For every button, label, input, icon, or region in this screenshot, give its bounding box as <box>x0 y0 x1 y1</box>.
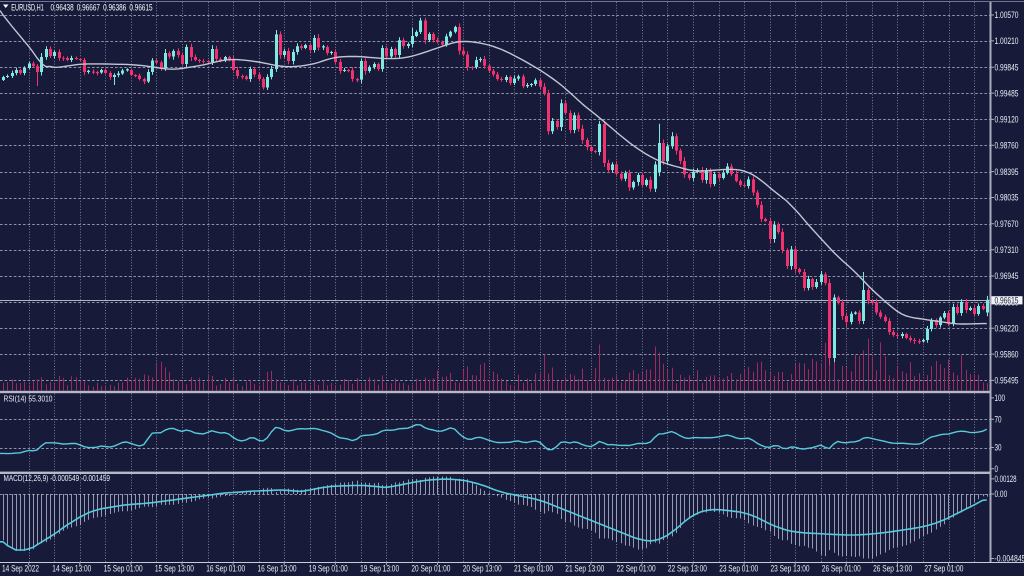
svg-text:0.95495: 0.95495 <box>995 376 1019 386</box>
svg-text:14 Sep 13:00: 14 Sep 13:00 <box>52 564 91 574</box>
svg-text:0.99485: 0.99485 <box>995 88 1019 98</box>
svg-text:26 Sep 13:00: 26 Sep 13:00 <box>873 564 912 574</box>
svg-text:0: 0 <box>995 464 999 474</box>
svg-text:22 Sep 01:00: 22 Sep 01:00 <box>617 564 656 574</box>
svg-text:RSI(14) 55.3010: RSI(14) 55.3010 <box>4 393 53 403</box>
svg-text:0.98760: 0.98760 <box>995 141 1019 151</box>
svg-text:0.98395: 0.98395 <box>995 167 1019 177</box>
svg-text:0.96220: 0.96220 <box>995 323 1019 333</box>
svg-text:0.99845: 0.99845 <box>995 62 1019 72</box>
svg-text:0.99120: 0.99120 <box>995 115 1019 125</box>
svg-text:30: 30 <box>995 443 1002 453</box>
svg-text:0.97310: 0.97310 <box>995 245 1019 255</box>
svg-text:21 Sep 13:00: 21 Sep 13:00 <box>565 564 604 574</box>
svg-text:23 Sep 01:00: 23 Sep 01:00 <box>719 564 758 574</box>
svg-text:-0.004845: -0.004845 <box>995 554 1024 564</box>
svg-text:0.98035: 0.98035 <box>995 193 1019 203</box>
svg-text:27 Sep 01:00: 27 Sep 01:00 <box>924 564 963 574</box>
svg-text:0.95860: 0.95860 <box>995 349 1019 359</box>
svg-text:15 Sep 01:00: 15 Sep 01:00 <box>104 564 143 574</box>
svg-text:22 Sep 13:00: 22 Sep 13:00 <box>668 564 707 574</box>
svg-text:20 Sep 13:00: 20 Sep 13:00 <box>463 564 502 574</box>
svg-text:0.00: 0.00 <box>995 489 1008 499</box>
svg-text:0.96438: 0.96438 <box>51 3 74 14</box>
svg-text:19 Sep 01:00: 19 Sep 01:00 <box>309 564 348 574</box>
svg-text:0.97670: 0.97670 <box>995 219 1019 229</box>
svg-text:26 Sep 01:00: 26 Sep 01:00 <box>822 564 861 574</box>
svg-text:0.96615: 0.96615 <box>995 295 1019 305</box>
svg-text:MACD(12,26,9) -0.000549 -0.001: MACD(12,26,9) -0.000549 -0.001459 <box>4 473 111 483</box>
svg-text:70: 70 <box>995 414 1002 424</box>
svg-text:0.00128: 0.00128 <box>995 474 1017 484</box>
svg-text:0.96945: 0.96945 <box>995 271 1019 281</box>
svg-text:20 Sep 01:00: 20 Sep 01:00 <box>411 564 450 574</box>
svg-text:21 Sep 01:00: 21 Sep 01:00 <box>514 564 553 574</box>
svg-text:1.00210: 1.00210 <box>995 36 1019 46</box>
svg-text:15 Sep 13:00: 15 Sep 13:00 <box>155 564 194 574</box>
svg-text:EURUSD,H1: EURUSD,H1 <box>11 3 44 14</box>
svg-text:1.00570: 1.00570 <box>995 10 1019 20</box>
svg-text:0.96615: 0.96615 <box>129 3 152 14</box>
svg-text:0.96667: 0.96667 <box>77 3 100 14</box>
svg-text:16 Sep 13:00: 16 Sep 13:00 <box>258 564 297 574</box>
svg-text:14 Sep 2022: 14 Sep 2022 <box>2 564 39 574</box>
svg-text:16 Sep 01:00: 16 Sep 01:00 <box>206 564 245 574</box>
svg-text:100: 100 <box>995 393 1006 403</box>
svg-text:0.96386: 0.96386 <box>103 3 126 14</box>
svg-text:19 Sep 13:00: 19 Sep 13:00 <box>360 564 399 574</box>
svg-text:23 Sep 13:00: 23 Sep 13:00 <box>771 564 810 574</box>
